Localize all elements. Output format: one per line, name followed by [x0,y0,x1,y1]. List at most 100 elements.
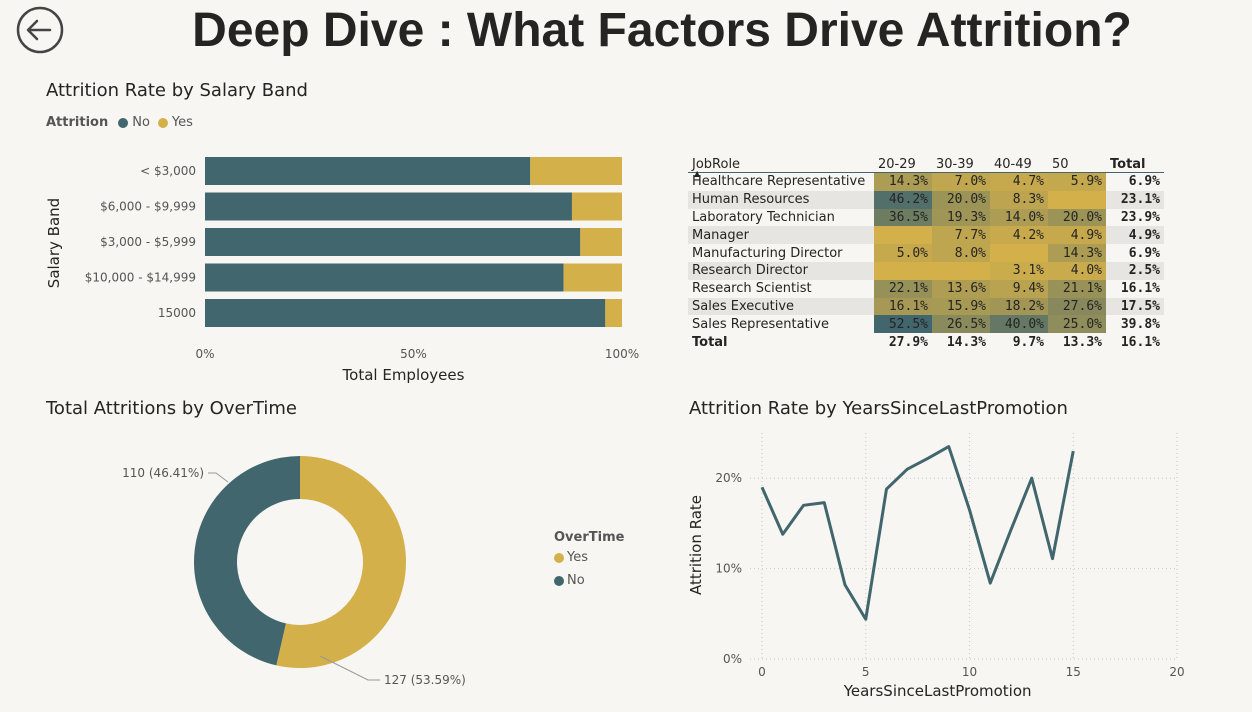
overtime-donut-chart: 127 (53.59%) 110 (46.41%) [122,456,466,687]
matrix-cell[interactable] [932,261,990,280]
matrix-cell[interactable]: 15.9% [932,297,990,316]
matrix-header-col-0[interactable]: 20-29 [874,150,932,173]
matrix-row[interactable]: Research Scientist 22.1% 13.6% 9.4% 21.1% 16.… [688,279,1164,298]
legend-yes-label[interactable]: Yes [171,115,193,130]
overtime-legend-title: OverTime [554,530,625,545]
matrix-cell[interactable]: 4.0% [1048,261,1106,280]
y-axis-title: Attrition Rate [687,495,705,595]
matrix-cell[interactable]: 18.2% [990,297,1048,316]
attrition-rate-line[interactable] [760,445,1075,621]
matrix-cell[interactable]: 26.5% [932,315,990,334]
promotion-line-chart: 0% 10% 20% 0 5 10 15 20 YearsSinceLastPromotion A… [687,433,1185,700]
bar-yes[interactable] [571,192,622,221]
matrix-row[interactable]: Sales Executive 16.1% 15.9% 18.2% 27.6% 17.5% [688,297,1164,316]
overtime-legend-yes-label: Yes [567,550,588,565]
matrix-cell[interactable]: 4.9% [1048,226,1106,245]
matrix-cell[interactable]: 16.1% [874,297,932,316]
matrix-cell[interactable]: 7.0% [932,172,990,191]
matrix-row[interactable]: Research Director 3.1% 4.0% 2.5% [688,261,1164,280]
matrix-cell[interactable]: 22.1% [874,279,932,298]
bar-no[interactable] [205,299,606,327]
legend-no-swatch [118,117,129,128]
matrix-row[interactable]: Human Resources 46.2% 20.0% 8.3% 23.1% [688,190,1164,209]
donut-chart-title: Total Attritions by OverTime [46,398,297,419]
matrix-row-total: 16.1% [1120,281,1160,297]
matrix-header-jobrole[interactable]: JobRole ▲ [688,150,874,178]
matrix-row[interactable]: Healthcare Representative 14.3% 7.0% 4.7% 5.… [688,172,1164,191]
matrix-cell[interactable]: 36.5% [874,208,932,227]
matrix-cell[interactable]: 14.0% [990,208,1048,227]
y-tick-label: $6,000 - $9,999 [100,200,196,214]
matrix-cell[interactable]: 40.0% [990,315,1048,334]
matrix-header-col-1[interactable]: 30-39 [932,150,990,173]
overtime-legend-yes[interactable]: Yes [554,550,624,565]
x-tick-label: 0 [758,665,766,679]
bar-yes[interactable] [563,263,622,292]
salary-chart-title: Attrition Rate by Salary Band [46,80,308,101]
matrix-cell[interactable]: 3.1% [990,261,1048,280]
legend-no-label[interactable]: No [132,115,150,130]
matrix-cell[interactable]: 8.3% [990,190,1048,209]
donut-slice-no[interactable] [193,456,300,666]
matrix-row-total: 23.9% [1120,209,1160,225]
matrix-cell[interactable]: 14.3% [874,172,932,191]
matrix-cell[interactable] [874,226,932,245]
matrix-cell[interactable]: 8.0% [932,244,990,262]
back-arrow-button[interactable] [16,6,64,54]
matrix-row[interactable]: Laboratory Technician 36.5% 19.3% 14.0% 20.0… [688,208,1164,227]
matrix-cell[interactable]: 7.7% [932,226,990,245]
matrix-cell[interactable]: 25.0% [1048,315,1106,334]
matrix-cell[interactable]: 20.0% [1048,208,1106,227]
matrix-row-label: Manager [688,226,874,245]
overtime-legend-no[interactable]: No [554,573,624,588]
matrix-row[interactable]: Sales Representative 52.5% 26.5% 40.0% 25.0%… [688,315,1164,334]
matrix-cell[interactable] [1048,190,1106,209]
matrix-total-cell: 14.3% [946,334,986,350]
matrix-row-total: 2.5% [1106,261,1164,280]
matrix-row-label: Sales Executive [688,297,874,316]
bar-no[interactable] [205,192,572,221]
arrow-left-icon [26,19,52,41]
donut-slice-yes[interactable] [276,456,406,668]
matrix-row-label: Laboratory Technician [692,209,835,225]
matrix-cell[interactable]: 19.3% [932,208,990,227]
y-tick-label: 20% [715,471,742,485]
matrix-row[interactable]: Manufacturing Director 5.0% 8.0% 14.3% 6.9% [688,244,1164,262]
matrix-row-total: 39.8% [1120,316,1160,332]
matrix-cell[interactable]: 27.6% [1048,297,1106,316]
matrix-cell[interactable] [874,261,932,280]
matrix-row-label: Research Director [688,261,874,280]
matrix-header-total[interactable]: Total [1106,150,1164,173]
bar-yes[interactable] [530,157,622,185]
bar-yes[interactable] [605,299,622,327]
matrix-total-cell: 27.9% [888,334,928,350]
matrix-cell[interactable]: 14.3% [1048,244,1106,262]
matrix-header-col-3[interactable]: 50 [1048,150,1106,173]
y-tick-label: < $3,000 [140,164,196,178]
legend-yes-swatch [554,552,564,563]
matrix-cell[interactable]: 46.2% [874,190,932,209]
leader-line-yes [319,655,380,681]
x-tick-label: 50% [400,347,427,361]
bar-no[interactable] [205,228,581,256]
matrix-cell[interactable]: 52.5% [874,315,932,334]
matrix-cell[interactable]: 5.0% [874,244,932,262]
matrix-cell[interactable] [990,244,1048,262]
matrix-cell[interactable]: 13.6% [932,279,990,298]
matrix-total-cell: 9.7% [1012,334,1044,350]
matrix-cell[interactable]: 20.0% [932,190,990,209]
matrix-row[interactable]: Manager 7.7% 4.2% 4.9% 4.9% [688,226,1164,245]
bar-no[interactable] [205,263,564,292]
matrix-cell[interactable]: 4.7% [990,172,1048,191]
x-tick-label: 100% [605,347,639,361]
matrix-cell[interactable]: 5.9% [1048,172,1106,191]
x-tick-label: 15 [1066,665,1081,679]
overtime-legend-no-label: No [567,573,585,588]
bar-yes[interactable] [580,228,622,256]
matrix-cell[interactable]: 21.1% [1048,279,1106,298]
x-tick-label: 10 [962,665,977,679]
bar-no[interactable] [205,157,531,185]
matrix-header-col-2[interactable]: 40-49 [990,150,1048,173]
matrix-cell[interactable]: 4.2% [990,226,1048,245]
matrix-cell[interactable]: 9.4% [990,279,1048,298]
